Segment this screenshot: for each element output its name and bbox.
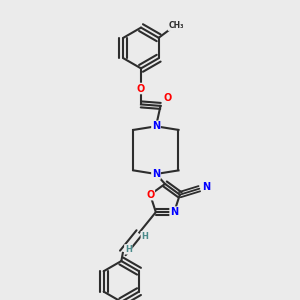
- Text: CH₃: CH₃: [168, 21, 184, 30]
- Text: N: N: [152, 121, 160, 131]
- Text: O: O: [164, 93, 172, 103]
- Text: H: H: [125, 245, 132, 254]
- Text: N: N: [170, 207, 178, 217]
- Text: O: O: [146, 190, 154, 200]
- Text: H: H: [141, 232, 148, 241]
- Text: N: N: [202, 182, 210, 192]
- Text: N: N: [152, 169, 160, 179]
- Text: O: O: [137, 83, 145, 94]
